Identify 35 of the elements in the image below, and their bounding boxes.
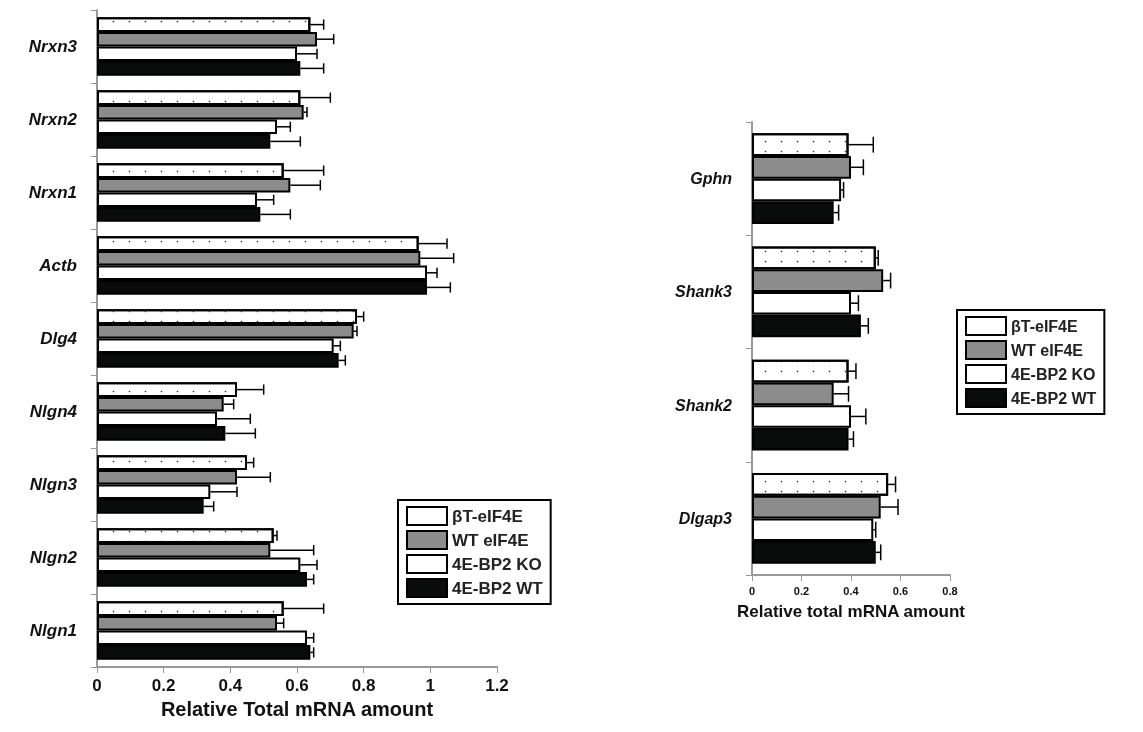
x-tick-label: 0.8 <box>351 676 376 695</box>
legend-label: 4E-BP2 WT <box>1011 389 1097 407</box>
x-tick-label: 0.4 <box>218 676 243 695</box>
x-axis-title: Relative total mRNA amount <box>737 602 966 621</box>
legend-label: 4E-BP2 KO <box>1011 365 1096 383</box>
y-tick-label: Actb <box>38 256 77 275</box>
legend-label: 4E-BP2 WT <box>452 578 544 598</box>
y-tick-label: Shank2 <box>675 396 733 414</box>
y-tick-label: Dlgap3 <box>678 509 733 527</box>
y-tick-label: Nlgn3 <box>29 475 78 494</box>
legend-label: βT-eIF4E <box>1011 317 1078 335</box>
legend-label: WT eIF4E <box>1011 341 1084 359</box>
y-tick-label: Nrxn3 <box>28 37 78 56</box>
x-axis-title: Relative Total mRNA amount <box>160 697 434 720</box>
y-tick-label: Gphn <box>690 170 733 188</box>
y-tick-label: Nlgn4 <box>29 402 78 421</box>
y-tick-label: Nlgn1 <box>29 621 77 640</box>
legend-label: βT-eIF4E <box>452 506 523 526</box>
x-tick-label: 0.6 <box>892 584 909 597</box>
y-tick-label: Nrxn1 <box>28 183 77 202</box>
x-tick-label: 0.2 <box>793 584 810 597</box>
y-tick-label: Nlgn2 <box>29 548 78 567</box>
x-tick-label: 0 <box>748 584 756 597</box>
y-tick-label: Shank3 <box>675 283 733 301</box>
x-tick-label: 0.6 <box>285 676 309 695</box>
legend-label: 4E-BP2 KO <box>452 554 542 574</box>
y-tick-label: Nrxn2 <box>28 110 78 129</box>
y-tick-label: Dlg4 <box>40 329 78 348</box>
x-tick-label: 0.2 <box>151 676 176 695</box>
legend-label: WT eIF4E <box>452 530 529 550</box>
x-tick-label: 1.2 <box>485 676 509 695</box>
x-tick-label: 1 <box>425 676 436 695</box>
x-tick-label: 0.4 <box>843 584 860 597</box>
x-tick-label: 0 <box>92 676 102 695</box>
x-tick-label: 0.8 <box>942 584 958 597</box>
